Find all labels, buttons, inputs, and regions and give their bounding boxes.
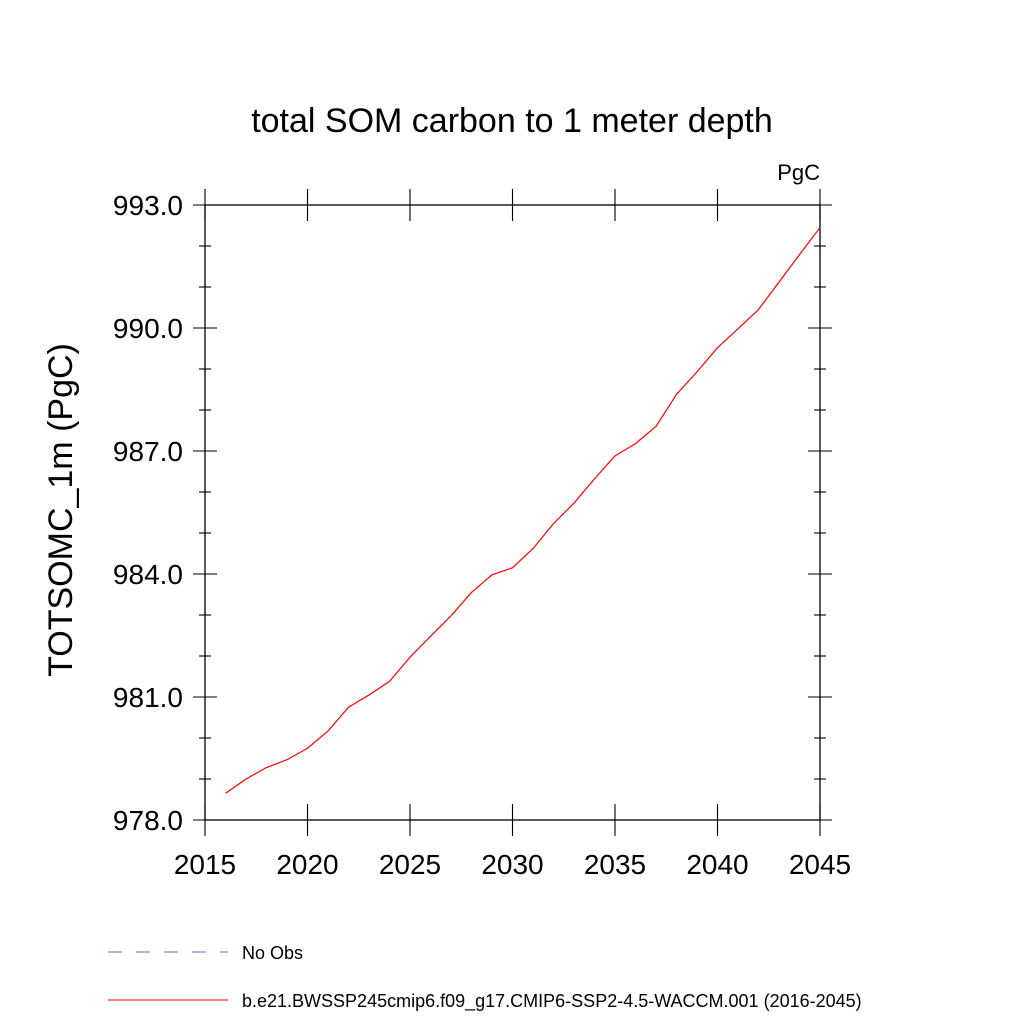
data-point — [348, 706, 350, 708]
data-point — [409, 656, 411, 658]
data-point — [532, 548, 534, 550]
data-point — [225, 793, 227, 795]
y-tick-label: 981.0 — [113, 682, 183, 713]
legend-label: b.e21.BWSSP245cmip6.f09_g17.CMIP6-SSP2-4… — [242, 991, 862, 1012]
x-tick-label: 2015 — [174, 849, 236, 880]
data-point — [491, 574, 493, 576]
y-tick-label: 993.0 — [113, 190, 183, 221]
units-label: PgC — [777, 160, 820, 185]
data-point — [594, 478, 596, 480]
data-point — [819, 227, 821, 229]
y-axis-label: TOTSOMC_1m (PgC) — [42, 343, 80, 677]
legend-label: No Obs — [242, 943, 303, 963]
x-tick-label: 2045 — [789, 849, 851, 880]
x-tick-label: 2035 — [584, 849, 646, 880]
data-point — [327, 730, 329, 732]
data-point — [471, 592, 473, 594]
data-point — [799, 254, 801, 256]
legend: No Obs b.e21.BWSSP245cmip6.f09_g17.CMIP6-… — [108, 943, 862, 1012]
data-point — [368, 694, 370, 696]
x-axis-tick-labels: 2015 2020 2025 2030 2035 2040 2045 — [174, 849, 851, 880]
x-axis-ticks — [204, 189, 821, 836]
data-point — [245, 778, 247, 780]
y-tick-label: 990.0 — [113, 313, 183, 344]
data-point — [573, 502, 575, 504]
series-layer — [225, 227, 821, 794]
data-point — [512, 567, 514, 569]
chart-title: total SOM carbon to 1 meter depth — [251, 102, 773, 140]
data-point — [696, 371, 698, 373]
data-point — [614, 455, 616, 457]
y-axis-ticks — [193, 204, 832, 821]
data-point — [430, 636, 432, 638]
y-tick-label: 978.0 — [113, 805, 183, 836]
x-tick-label: 2030 — [481, 849, 543, 880]
plot-frame — [204, 204, 821, 821]
data-point — [307, 747, 309, 749]
data-point — [450, 615, 452, 617]
data-point — [758, 309, 760, 311]
data-point — [676, 394, 678, 396]
data-point — [635, 443, 637, 445]
data-point — [389, 681, 391, 683]
data-point — [778, 281, 780, 283]
data-point — [737, 328, 739, 330]
data-point — [553, 523, 555, 525]
x-tick-label: 2020 — [276, 849, 338, 880]
y-tick-label: 987.0 — [113, 436, 183, 467]
data-point — [286, 759, 288, 761]
series-line — [225, 227, 821, 794]
data-point — [655, 426, 657, 428]
x-tick-label: 2025 — [379, 849, 441, 880]
y-tick-label: 984.0 — [113, 559, 183, 590]
x-tick-label: 2040 — [686, 849, 748, 880]
data-point — [717, 347, 719, 349]
y-axis-tick-labels: 978.0 981.0 984.0 987.0 990.0 993.0 — [113, 190, 183, 836]
data-point — [266, 767, 268, 769]
